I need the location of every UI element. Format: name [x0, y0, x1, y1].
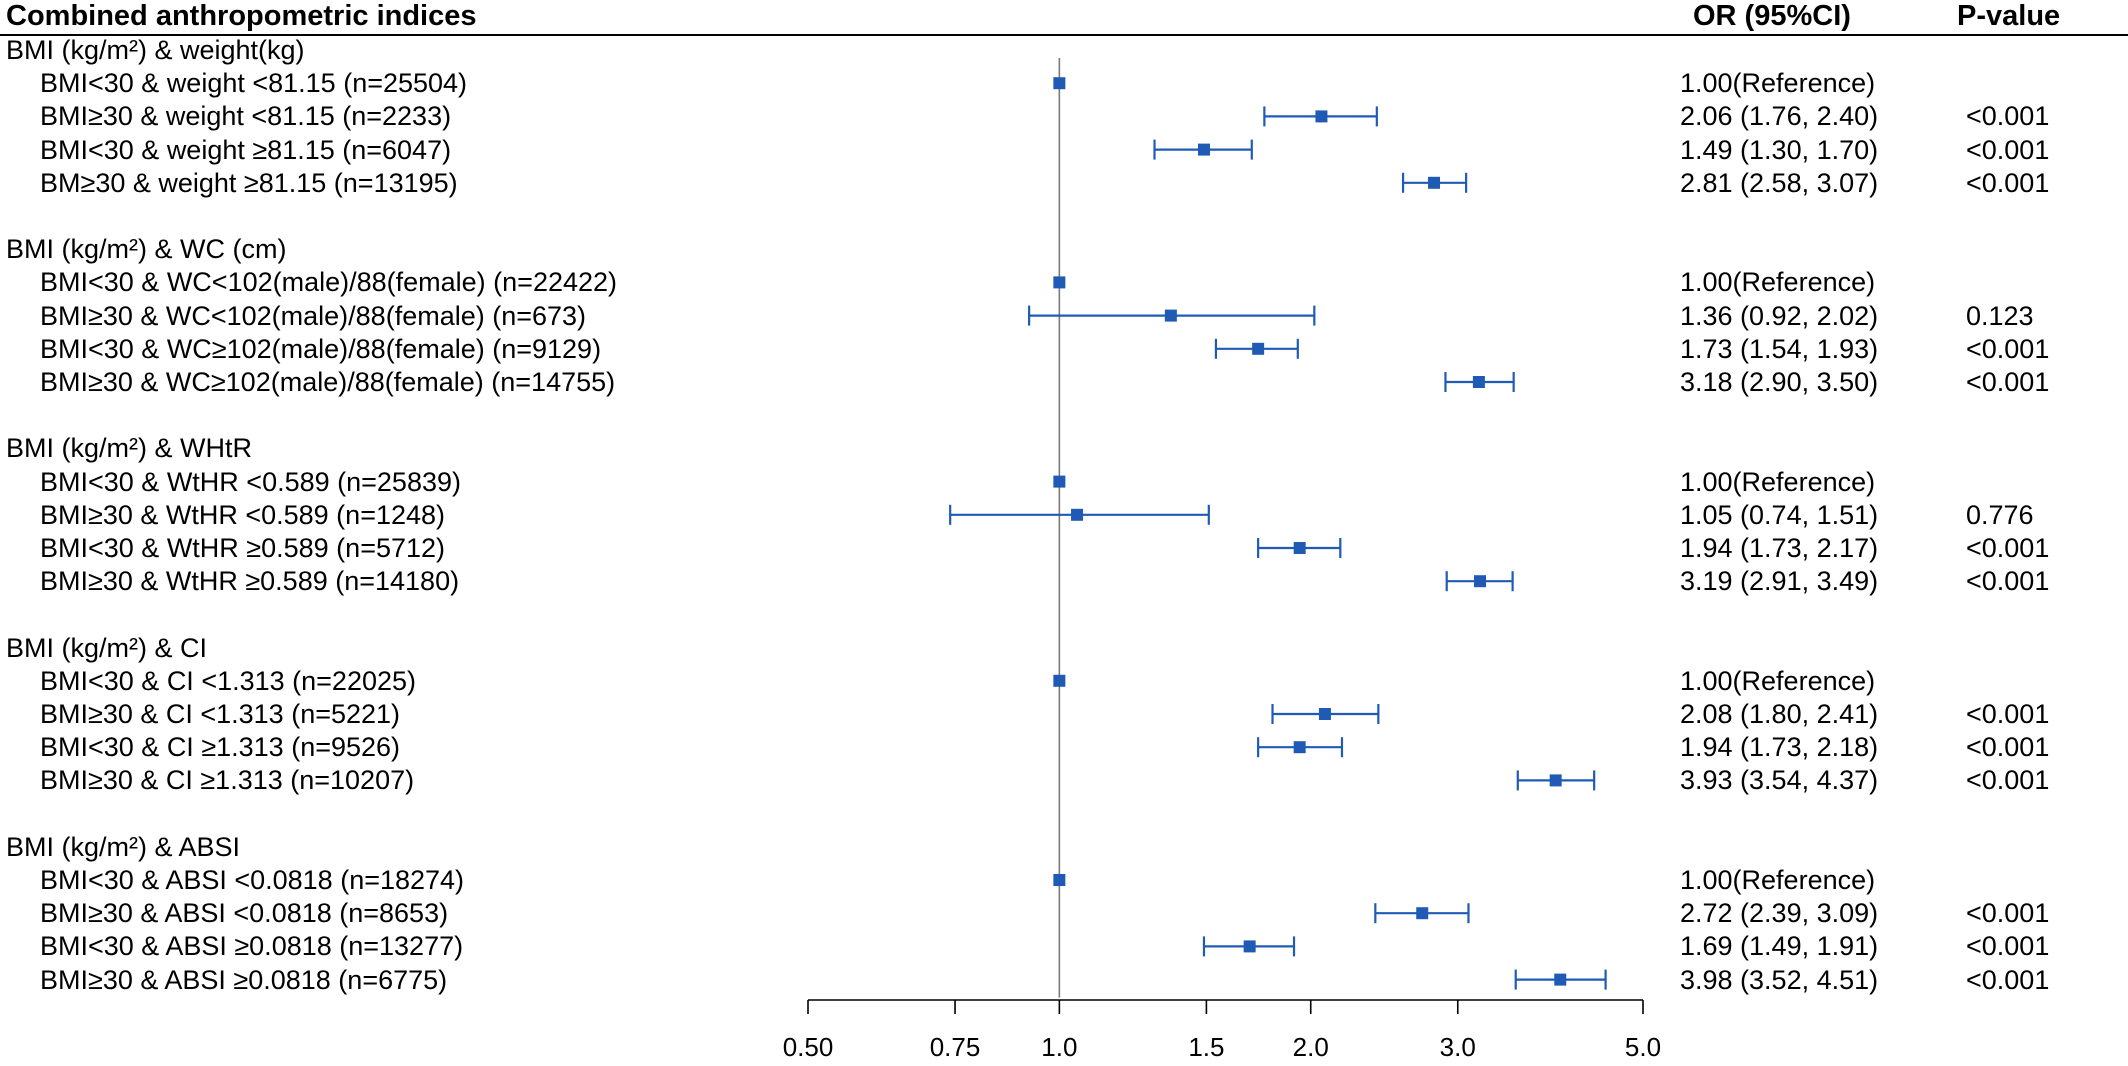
- row-label: BMI<30 & CI <1.313 (n=22025): [40, 665, 416, 696]
- header-label: Combined anthropometric indices: [6, 0, 477, 32]
- point-estimate: [1252, 342, 1265, 355]
- row-label: BMI≥30 & WC≥102(male)/88(female) (n=1475…: [40, 367, 616, 397]
- row-or-ci: 1.69 (1.49, 1.91): [1680, 931, 1879, 962]
- point-estimate: [1428, 176, 1441, 189]
- row-label: BMI<30 & WtHR ≥0.589 (n=5712): [40, 533, 446, 563]
- row-or-ci: 1.00(Reference): [1680, 865, 1876, 895]
- row-label: BMI<30 & ABSI <0.0818 (n=18274): [40, 865, 465, 895]
- row-label: BMI≥30 & CI ≥1.313 (n=10207): [40, 765, 415, 796]
- point-estimate: [1416, 907, 1429, 920]
- row-or-ci: 1.00(Reference): [1680, 466, 1876, 497]
- point-estimate: [1293, 741, 1306, 754]
- point-estimate: [1243, 940, 1256, 953]
- point-estimate: [1053, 77, 1066, 90]
- row-or-ci: 1.94 (1.73, 2.18): [1680, 732, 1879, 763]
- point-estimate: [1071, 508, 1084, 521]
- row-label: BMI<30 & CI ≥1.313 (n=9526): [40, 732, 401, 763]
- x-tick-label: 2.0: [1293, 1032, 1329, 1062]
- point-estimate: [1053, 475, 1066, 488]
- point-estimate: [1053, 674, 1066, 687]
- group-title: BMI (kg/m²) & ABSI: [6, 831, 241, 862]
- row-pvalue: <0.001: [1966, 134, 2050, 165]
- row-label: BMI≥30 & CI <1.313 (n=5221): [40, 699, 401, 729]
- row-pvalue: <0.001: [1966, 533, 2050, 563]
- row-or-ci: 3.18 (2.90, 3.50): [1680, 367, 1879, 397]
- row-pvalue: <0.001: [1966, 699, 2050, 729]
- point-estimate: [1474, 575, 1487, 588]
- row-label: BMI<30 & WC<102(male)/88(female) (n=2242…: [40, 267, 618, 298]
- row-or-ci: 2.81 (2.58, 3.07): [1680, 167, 1879, 198]
- x-tick-label: 0.50: [783, 1032, 834, 1062]
- row-pvalue: <0.001: [1966, 101, 2050, 132]
- point-estimate: [1472, 376, 1485, 388]
- header-pvalue: P-value: [1957, 0, 2061, 32]
- point-estimate: [1164, 309, 1177, 322]
- group-title: BMI (kg/m²) & weight(kg): [6, 35, 305, 65]
- point-estimate: [1549, 774, 1562, 787]
- point-estimate: [1554, 973, 1567, 986]
- header-rule: [0, 34, 2128, 36]
- row-pvalue: 0.776: [1966, 499, 2034, 530]
- row-label: BMI≥30 & WtHR <0.589 (n=1248): [40, 499, 446, 530]
- point-estimate: [1293, 542, 1306, 554]
- row-pvalue: <0.001: [1966, 167, 2050, 198]
- row-or-ci: 1.36 (0.92, 2.02): [1680, 300, 1879, 331]
- row-pvalue: <0.001: [1966, 898, 2050, 929]
- row-pvalue: <0.001: [1966, 566, 2050, 597]
- row-label: BMI<30 & weight <81.15 (n=25504): [40, 68, 468, 99]
- row-label: BMI<30 & weight ≥81.15 (n=6047): [40, 134, 452, 165]
- row-or-ci: 3.98 (3.52, 4.51): [1680, 964, 1879, 995]
- group-title: BMI (kg/m²) & CI: [6, 632, 207, 663]
- row-or-ci: 1.49 (1.30, 1.70): [1680, 134, 1879, 165]
- group-title: BMI (kg/m²) & WHtR: [6, 433, 252, 464]
- row-pvalue: <0.001: [1966, 931, 2050, 962]
- row-or-ci: 2.06 (1.76, 2.40): [1680, 101, 1879, 132]
- row-label: BMI≥30 & WC<102(male)/88(female) (n=673): [40, 300, 587, 331]
- row-pvalue: <0.001: [1966, 765, 2050, 796]
- row-label: BMI<30 & ABSI ≥0.0818 (n=13277): [40, 931, 464, 962]
- row-or-ci: 1.00(Reference): [1680, 267, 1876, 298]
- row-pvalue: <0.001: [1966, 964, 2050, 995]
- point-estimate: [1053, 276, 1066, 289]
- point-estimate: [1315, 110, 1328, 123]
- row-or-ci: 2.08 (1.80, 2.41): [1680, 699, 1879, 729]
- row-or-ci: 1.00(Reference): [1680, 665, 1876, 696]
- x-tick-label: 0.75: [930, 1032, 981, 1062]
- x-tick-label: 3.0: [1440, 1032, 1476, 1062]
- row-label: BM≥30 & weight ≥81.15 (n=13195): [40, 167, 458, 198]
- x-tick-label: 1.0: [1041, 1032, 1077, 1062]
- row-or-ci: 2.72 (2.39, 3.09): [1680, 898, 1879, 929]
- point-estimate: [1318, 708, 1331, 720]
- row-or-ci: 1.94 (1.73, 2.17): [1680, 533, 1879, 563]
- row-or-ci: 1.00(Reference): [1680, 68, 1876, 99]
- row-label: BMI≥30 & WtHR ≥0.589 (n=14180): [40, 566, 460, 597]
- point-estimate: [1197, 143, 1210, 156]
- row-label: BMI<30 & WC≥102(male)/88(female) (n=9129…: [40, 333, 602, 364]
- row-label: BMI<30 & WtHR <0.589 (n=25839): [40, 466, 461, 497]
- x-tick-label: 1.5: [1188, 1032, 1224, 1062]
- row-label: BMI≥30 & ABSI <0.0818 (n=8653): [40, 898, 449, 929]
- row-or-ci: 3.19 (2.91, 3.49): [1680, 566, 1879, 597]
- x-tick-label: 5.0: [1625, 1032, 1661, 1062]
- header-or: OR (95%CI): [1693, 0, 1851, 32]
- group-title: BMI (kg/m²) & WC (cm): [6, 234, 287, 265]
- row-label: BMI≥30 & weight <81.15 (n=2233): [40, 101, 452, 132]
- row-pvalue: <0.001: [1966, 367, 2050, 397]
- row-label: BMI≥30 & ABSI ≥0.0818 (n=6775): [40, 964, 448, 995]
- row-or-ci: 3.93 (3.54, 4.37): [1680, 765, 1879, 796]
- row-pvalue: <0.001: [1966, 732, 2050, 763]
- point-estimate: [1053, 874, 1066, 886]
- row-or-ci: 1.73 (1.54, 1.93): [1680, 333, 1879, 364]
- row-pvalue: 0.123: [1966, 300, 2034, 331]
- row-pvalue: <0.001: [1966, 333, 2050, 364]
- row-or-ci: 1.05 (0.74, 1.51): [1680, 499, 1879, 530]
